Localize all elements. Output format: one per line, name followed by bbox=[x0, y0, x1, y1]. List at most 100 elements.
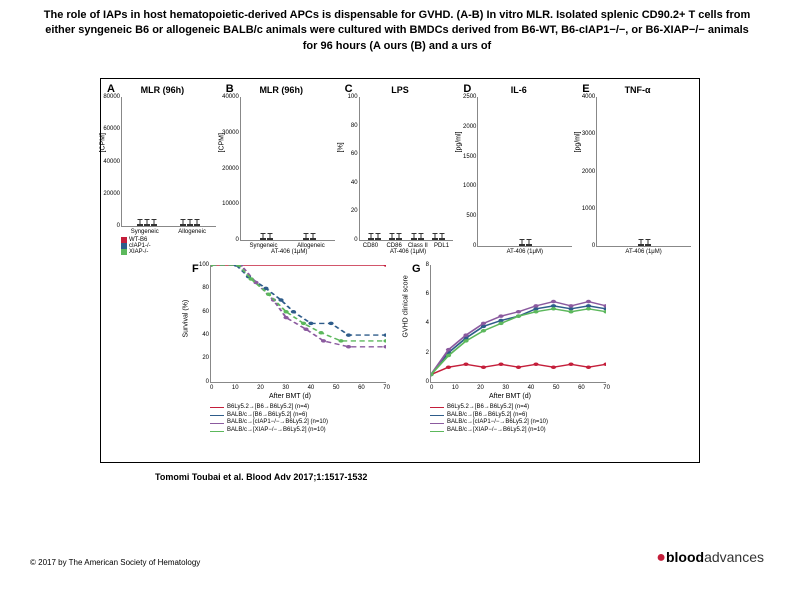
xtick-label: AT-406 (1μM) bbox=[596, 249, 691, 255]
legend-item: BALB/c→[cIAP1−/−→B6Ly5.2] (n=10) bbox=[430, 419, 610, 427]
chart-body: 020406080100 bbox=[359, 97, 454, 241]
bar-group bbox=[519, 244, 532, 246]
line-svg bbox=[211, 265, 386, 382]
xtick-label: Syngeneic bbox=[121, 229, 168, 235]
legend-item: BALB/c→[cIAP1−/−→B6Ly5.2] (n=10) bbox=[210, 419, 390, 427]
ytick: 2000 bbox=[582, 169, 597, 175]
xtick: 70 bbox=[383, 385, 390, 391]
series-marker bbox=[248, 277, 253, 281]
series-marker bbox=[551, 365, 556, 369]
ytick: 100 bbox=[199, 262, 211, 268]
logo-drop-icon: ● bbox=[656, 549, 666, 566]
bar-group bbox=[303, 238, 316, 240]
series-line bbox=[211, 265, 386, 335]
legend-text: BALB/c→[B6→B6Ly5.2] (n=6) bbox=[227, 412, 307, 420]
legend-item: BALB/c→[B6→B6Ly5.2] (n=6) bbox=[430, 412, 610, 420]
error-bar bbox=[262, 233, 263, 239]
ytick: 4000 bbox=[582, 94, 597, 100]
bar bbox=[645, 244, 651, 246]
series-marker bbox=[383, 265, 386, 267]
error-bar bbox=[197, 219, 198, 225]
bar-group bbox=[368, 238, 381, 240]
panel-A: AMLR (96h)[CPM]020000400006000080000Syng… bbox=[105, 83, 220, 255]
logo-text: blood bbox=[666, 549, 704, 565]
error-bar bbox=[640, 239, 641, 245]
bar bbox=[411, 238, 417, 240]
panel-title: TNF-α bbox=[580, 85, 695, 95]
legend-text: BALB/c→[B6→B6Ly5.2] (n=6) bbox=[447, 412, 527, 420]
bars bbox=[360, 97, 454, 240]
series-marker bbox=[463, 333, 468, 337]
series-marker bbox=[338, 339, 343, 343]
journal-logo: ●bloodadvances bbox=[656, 549, 764, 567]
error-bar bbox=[420, 233, 421, 239]
panel-title: MLR (96h) bbox=[224, 85, 339, 95]
xtick: 0 bbox=[210, 385, 213, 391]
ytick: 1500 bbox=[463, 154, 478, 160]
ytick: 20000 bbox=[222, 166, 241, 172]
series-marker bbox=[533, 304, 538, 308]
xaxis-labels: AT-406 (1μM) bbox=[580, 249, 695, 255]
bar bbox=[310, 238, 316, 240]
error-bar bbox=[399, 233, 400, 239]
top-panels-row: AMLR (96h)[CPM]020000400006000080000Syng… bbox=[101, 79, 699, 259]
legend-marker bbox=[210, 415, 224, 416]
legend-text: B6Ly5.2→[B6→B6Ly5.2] (n=4) bbox=[227, 404, 309, 412]
error-bar bbox=[154, 219, 155, 225]
legend-marker bbox=[430, 431, 444, 432]
chart-body: 01000200030004000 bbox=[596, 97, 691, 247]
bar bbox=[151, 224, 157, 226]
series-marker bbox=[586, 300, 591, 304]
series-marker bbox=[568, 363, 573, 367]
series-marker bbox=[463, 339, 468, 343]
bar bbox=[137, 224, 143, 226]
series-marker bbox=[346, 333, 351, 337]
bar bbox=[194, 224, 200, 226]
legend-marker bbox=[430, 415, 444, 416]
figure-caption: The role of IAPs in host hematopoietic-d… bbox=[0, 0, 794, 58]
bar-group bbox=[411, 238, 424, 240]
line-svg bbox=[431, 265, 606, 382]
line-legend: B6Ly5.2→[B6→B6Ly5.2] (n=4)BALB/c→[B6→B6L… bbox=[190, 404, 390, 435]
legend-text: BALB/c→[XIAP−/−→B6Ly5.2] (n=10) bbox=[447, 427, 546, 435]
bar-group bbox=[389, 238, 402, 240]
bar bbox=[389, 238, 395, 240]
ytick: 40000 bbox=[222, 94, 241, 100]
chart-body: 010000200003000040000 bbox=[240, 97, 335, 241]
figure-container: AMLR (96h)[CPM]020000400006000080000Syng… bbox=[100, 78, 700, 463]
error-bar bbox=[377, 233, 378, 239]
xtick: 30 bbox=[282, 385, 289, 391]
panel-title: MLR (96h) bbox=[105, 85, 220, 95]
series-marker bbox=[498, 363, 503, 367]
legend-item: XIAP-/- bbox=[121, 249, 220, 255]
yaxis-label: Survival (%) bbox=[183, 300, 190, 338]
series-marker bbox=[346, 345, 351, 349]
series-marker bbox=[211, 265, 214, 267]
panel-G: GGVHD clinical score02468010203040506070… bbox=[410, 263, 610, 435]
series-marker bbox=[291, 310, 296, 314]
series-marker bbox=[551, 307, 556, 311]
panel-label: F bbox=[192, 263, 199, 275]
xtick: 40 bbox=[308, 385, 315, 391]
ytick: 3000 bbox=[582, 131, 597, 137]
legend-text: XIAP-/- bbox=[129, 249, 148, 255]
legend-marker bbox=[210, 431, 224, 432]
xtick: 10 bbox=[452, 385, 459, 391]
series-marker bbox=[321, 339, 326, 343]
legend-text: BALB/c→[XIAP−/−→B6Ly5.2] (n=10) bbox=[227, 427, 326, 435]
xtick: 60 bbox=[358, 385, 365, 391]
ytick: 2500 bbox=[463, 94, 478, 100]
logo-suffix: advances bbox=[704, 549, 764, 565]
ytick: 80 bbox=[351, 123, 360, 129]
panel-D: DIL-6[pg/ml]05001000150020002500AT-406 (… bbox=[461, 83, 576, 255]
legend-text: BALB/c→[cIAP1−/−→B6Ly5.2] (n=10) bbox=[227, 419, 328, 427]
panel-title: LPS bbox=[343, 85, 458, 95]
series-marker bbox=[283, 310, 288, 314]
legend-text: B6Ly5.2→[B6→B6Ly5.2] (n=4) bbox=[447, 404, 529, 412]
series-marker bbox=[383, 333, 386, 337]
ytick: 20000 bbox=[103, 191, 122, 197]
panel-E: ETNF-α[pg/ml]01000200030004000AT-406 (1μ… bbox=[580, 83, 695, 255]
bars bbox=[597, 97, 691, 246]
error-bar bbox=[413, 233, 414, 239]
legend-marker bbox=[430, 423, 444, 424]
